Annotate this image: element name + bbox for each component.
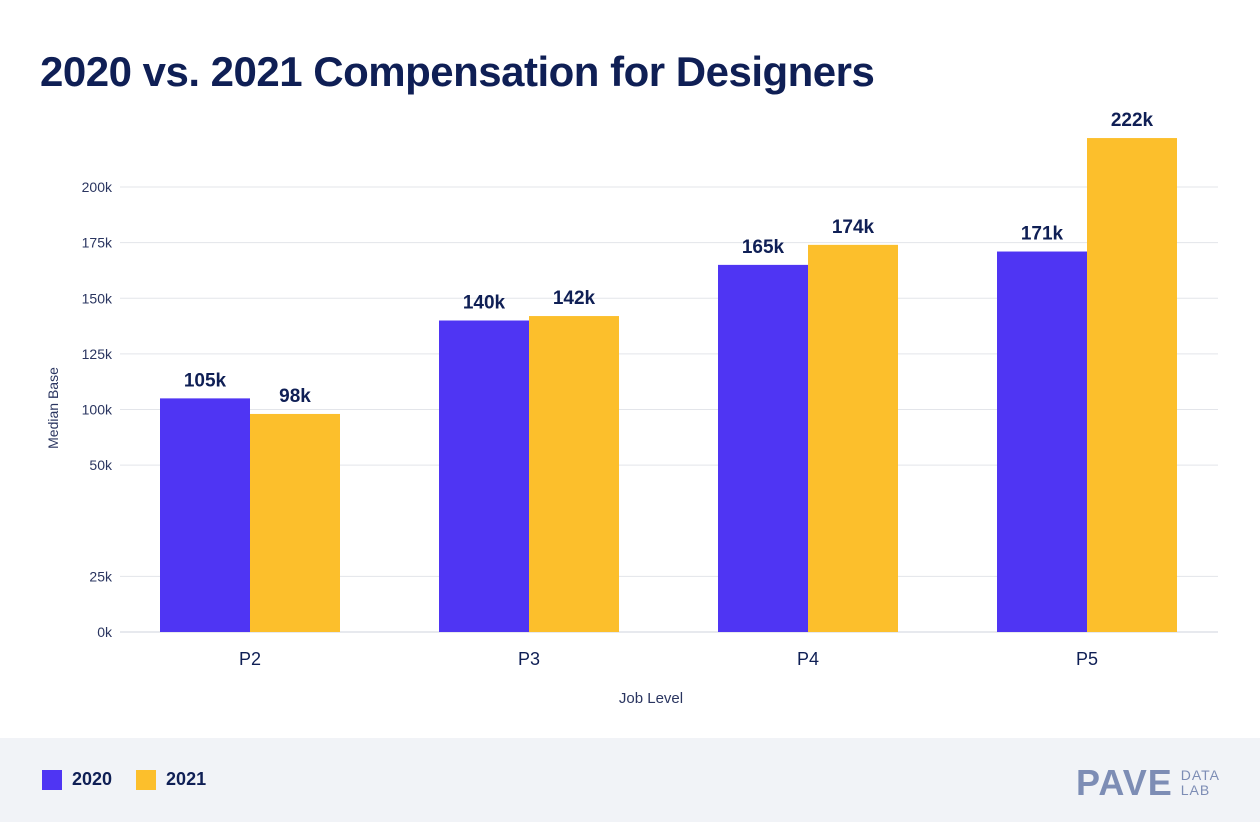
x-axis-ticks: P2 P3 P4 P5: [239, 649, 1098, 669]
x-axis-label: Job Level: [619, 690, 683, 707]
y-tick-label: 175k: [82, 235, 113, 251]
x-tick-label: P2: [239, 649, 261, 669]
y-tick-label: 50k: [89, 457, 113, 473]
y-tick-label: 200k: [82, 179, 113, 195]
legend-label-2021: 2021: [166, 769, 207, 789]
y-tick-label: 25k: [89, 568, 113, 584]
bar-2020-P5: [997, 251, 1087, 632]
data-label-2021-P3: 142k: [553, 288, 596, 309]
legend-swatch-2020: [42, 769, 62, 790]
chart-title: 2020 vs. 2021 Compensation for Designers: [40, 48, 875, 95]
bar-2020-P2: [160, 398, 250, 632]
brand-sub-bottom: LAB: [1180, 782, 1211, 798]
y-axis-ticks: 0k 25k 50k 100k 125k 150k 175k 200k: [82, 179, 113, 640]
data-label-2020-P5: 171k: [1021, 224, 1064, 245]
data-label-2020-P2: 105k: [184, 370, 227, 391]
y-tick-label: 125k: [82, 346, 113, 362]
bar-2020-P4: [718, 264, 808, 632]
data-label-2021-P4: 174k: [832, 217, 875, 238]
y-axis-label: Median Base: [45, 367, 61, 449]
footer-bar: 2020 2021 PAVE DATA LAB: [0, 738, 1260, 822]
brand-subtitle: DATA LAB: [1181, 768, 1220, 798]
legend-swatch-2021: [136, 769, 157, 790]
bars: [160, 138, 1177, 633]
data-labels: 105k 98k 140k 142k 165k 174k 171k 222k: [184, 110, 1154, 407]
x-tick-label: P4: [797, 649, 819, 669]
brand-sub-top: DATA: [1180, 767, 1220, 783]
bar-2020-P3: [439, 320, 529, 632]
brand-name: PAVE: [1076, 762, 1173, 803]
bar-2021-P2: [250, 413, 340, 632]
x-tick-label: P5: [1076, 649, 1098, 669]
legend-label-2020: 2020: [72, 769, 113, 789]
legend-item-2020: 2020: [42, 769, 112, 790]
data-label-2020-P3: 140k: [463, 293, 506, 314]
bar-2021-P3: [529, 316, 619, 632]
bar-2021-P4: [808, 244, 898, 632]
y-tick-label: 0k: [97, 624, 113, 640]
x-tick-label: P3: [518, 649, 540, 669]
data-label-2021-P2: 98k: [279, 386, 311, 407]
y-tick-label: 100k: [82, 402, 113, 418]
y-tick-label: 150k: [82, 290, 113, 306]
legend: 2020 2021: [42, 769, 230, 790]
legend-item-2021: 2021: [136, 769, 206, 790]
bar-chart: 0k 25k 50k 100k 125k 150k 175k 200k 105k 98k 140k…: [45, 110, 1218, 707]
data-label-2021-P5: 222k: [1111, 110, 1154, 131]
bar-2021-P5: [1087, 138, 1177, 633]
data-label-2020-P4: 165k: [742, 237, 785, 258]
pave-data-lab-logo: PAVE DATA LAB: [1076, 762, 1220, 804]
